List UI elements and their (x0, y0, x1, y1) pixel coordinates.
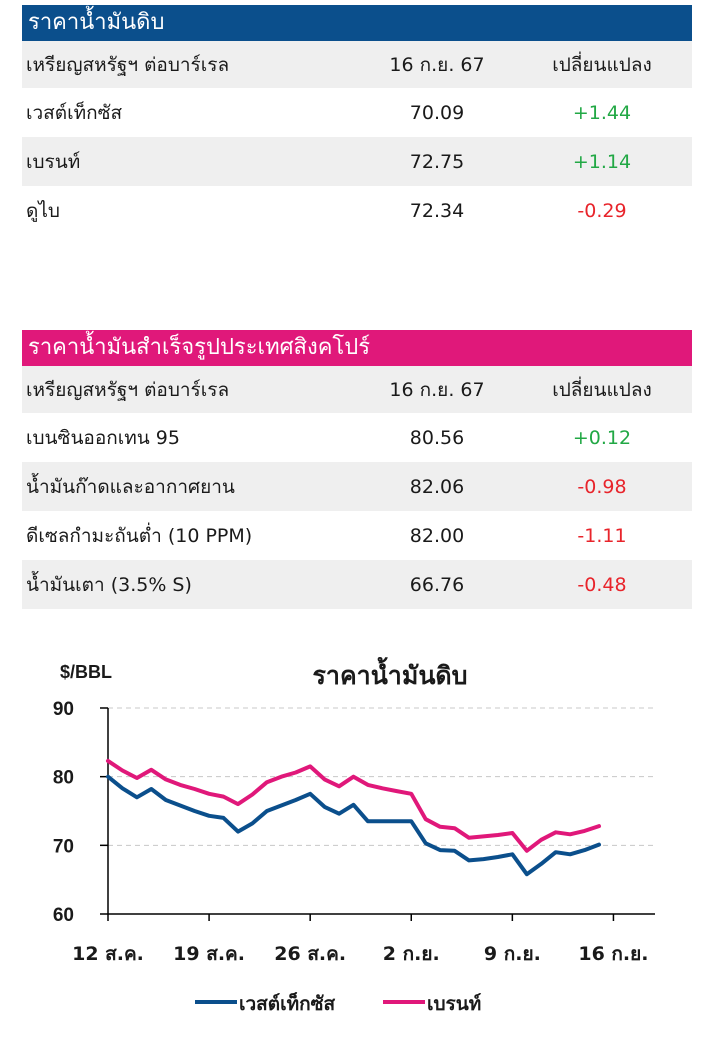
chart-title: ราคาน้ำมันดิบ (312, 656, 467, 690)
price-value: 80.56 (409, 426, 465, 449)
change-value: +0.12 (572, 426, 632, 449)
product-name: ดีเซลกำมะถันต่ำ (10 PPM) (26, 524, 253, 547)
x-tick-label: 19 ส.ค. (173, 943, 245, 965)
legend-label: เบรนท์ (427, 993, 481, 1015)
x-tick-label: 9 ก.ย. (484, 943, 541, 965)
table-row: น้ำมันก๊าดและอากาศยาน 82.06 -0.98 (22, 462, 692, 511)
change-value: -0.98 (577, 475, 627, 498)
change-value: -1.11 (577, 524, 627, 547)
product-name: เบนซินออกเทน 95 (26, 426, 180, 449)
table-row: เวสต์เท็กซัส 70.09 +1.44 (22, 88, 692, 137)
product-name: ดูไบ (26, 199, 60, 222)
price-value: 72.34 (409, 199, 465, 222)
unit-header: เหรียญสหรัฐฯ ต่อบาร์เรล (26, 53, 230, 76)
price-value: 70.09 (409, 101, 465, 124)
legend: เวสต์เท็กซัส เบรนท์ (195, 991, 481, 1015)
table-row: ดูไบ 72.34 -0.29 (22, 186, 692, 235)
refined-oil-title: ราคาน้ำมันสำเร็จรูปประเทศสิงคโปร์ (22, 330, 692, 366)
x-tick-label: 26 ส.ค. (274, 943, 346, 965)
unit-header: เหรียญสหรัฐฯ ต่อบาร์เรล (26, 378, 230, 401)
product-name: เบรนท์ (26, 150, 81, 173)
x-tick-label: 2 ก.ย. (383, 943, 440, 965)
change-value: +1.44 (572, 101, 632, 124)
price-value: 66.76 (409, 573, 465, 596)
date-header: 16 ก.ย. 67 (389, 378, 485, 401)
y-axis-unit-label: $/BBL (60, 662, 112, 682)
change-value: +1.14 (572, 150, 632, 173)
date-header: 16 ก.ย. 67 (389, 53, 485, 76)
table-row: ดีเซลกำมะถันต่ำ (10 PPM) 82.00 -1.11 (22, 511, 692, 560)
series-lines (106, 758, 601, 877)
crude-oil-title: ราคาน้ำมันดิบ (22, 5, 692, 41)
y-tick-label: 60 (53, 905, 74, 926)
price-value: 72.75 (409, 150, 465, 173)
change-header: เปลี่ยนแปลง (552, 378, 652, 401)
table-row: เบรนท์ 72.75 +1.14 (22, 137, 692, 186)
table-header: เหรียญสหรัฐฯ ต่อบาร์เรล 16 ก.ย. 67 เปลี่… (22, 41, 692, 88)
x-tick-label: 16 ก.ย. (578, 943, 648, 965)
y-tick-labels: 60 70 80 90 (53, 699, 74, 926)
table-header: เหรียญสหรัฐฯ ต่อบาร์เรล 16 ก.ย. 67 เปลี่… (22, 366, 692, 413)
series-line-wti (106, 774, 601, 877)
price-value: 82.06 (409, 475, 465, 498)
x-tick-labels: 12 ส.ค. 19 ส.ค. 26 ส.ค. 2 ก.ย. 9 ก.ย. 16 ก.ย. (72, 943, 648, 965)
legend-label: เวสต์เท็กซัส (239, 991, 336, 1015)
table-row: เบนซินออกเทน 95 80.56 +0.12 (22, 413, 692, 462)
crude-oil-table: ราคาน้ำมันดิบ เหรียญสหรัฐฯ ต่อบาร์เรล 16… (22, 5, 692, 235)
y-tick-label: 80 (53, 768, 74, 789)
series-line-brent (106, 758, 601, 853)
change-value: -0.48 (577, 573, 627, 596)
table-row: น้ำมันเตา (3.5% S) 66.76 -0.48 (22, 560, 692, 609)
grid-lines (108, 707, 655, 846)
price-value: 82.00 (409, 524, 465, 547)
crude-oil-price-chart: $/BBL ราคาน้ำมันดิบ 60 70 80 90 12 ส.ค. 19 ส… (53, 656, 655, 1015)
change-value: -0.29 (577, 199, 627, 222)
y-tick-label: 90 (53, 699, 74, 720)
change-header: เปลี่ยนแปลง (552, 53, 652, 76)
product-name: เวสต์เท็กซัส (26, 101, 123, 124)
refined-oil-table: ราคาน้ำมันสำเร็จรูปประเทศสิงคโปร์ เหรียญ… (22, 330, 692, 609)
x-tick-label: 12 ส.ค. (72, 943, 144, 965)
y-tick-label: 70 (53, 836, 74, 857)
product-name: น้ำมันก๊าดและอากาศยาน (26, 475, 235, 498)
product-name: น้ำมันเตา (3.5% S) (26, 573, 192, 596)
axes (100, 707, 655, 921)
